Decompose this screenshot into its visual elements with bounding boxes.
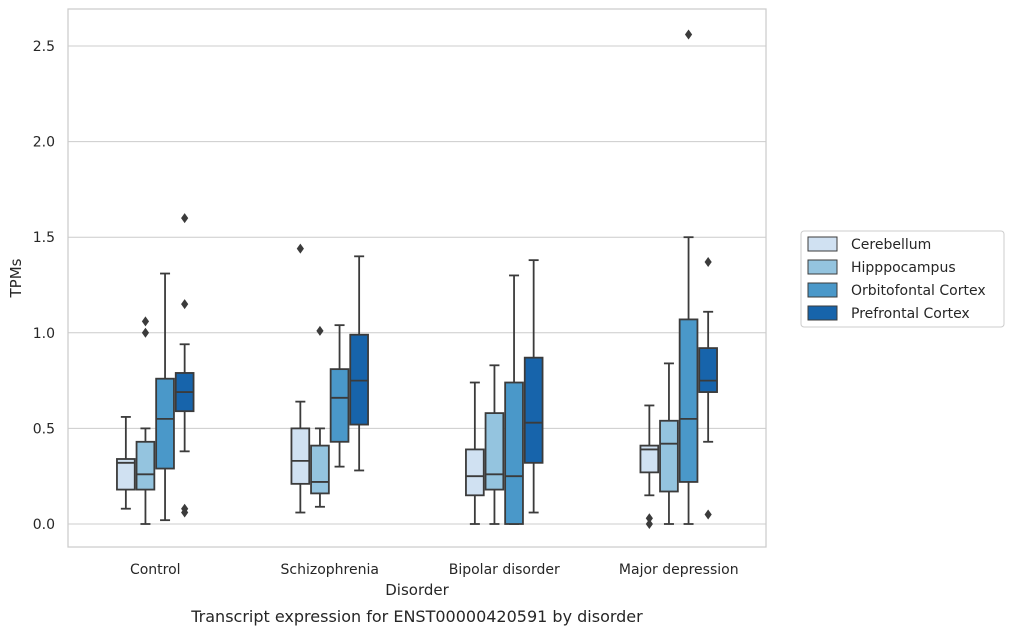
x-axis-label: Disorder (385, 581, 449, 599)
box-hipppocampus (135, 316, 156, 525)
legend: Cerebellum Hipppocampus Orbitofontal Corte… (800, 230, 1005, 328)
box-iqr (523, 356, 544, 464)
box-cerebellum (639, 404, 660, 529)
box-iqr (135, 440, 156, 491)
box-iqr (349, 333, 369, 426)
box-groups (116, 29, 718, 529)
legend-swatch (807, 236, 838, 252)
y-tick-label: 2.0 (33, 135, 55, 151)
outlier-point (141, 316, 150, 327)
box-cerebellum (290, 243, 311, 514)
legend-label: Cerebellum (851, 237, 931, 253)
outlier-point (704, 257, 712, 268)
outlier-point (181, 213, 189, 224)
box-hipppocampus (484, 364, 505, 525)
box-iqr (116, 458, 136, 491)
x-tick-label: Major depression (619, 562, 739, 578)
outlier-point (645, 519, 653, 529)
box-prefrontal-cortex (523, 259, 544, 514)
box-iqr (659, 419, 679, 493)
box-prefrontal-cortex (174, 213, 195, 518)
y-tick-label: 1.5 (33, 230, 55, 246)
box-orbitofontal-cortex (504, 274, 524, 525)
legend-swatch (807, 282, 838, 298)
box-orbitofontal-cortex (329, 324, 350, 468)
outlier-point (181, 299, 189, 310)
legend-label: Orbitofontal Cortex (851, 283, 986, 299)
legend-swatch (807, 305, 838, 321)
outlier-point (141, 327, 150, 338)
box-orbitofontal-cortex (155, 272, 175, 522)
box-hipppocampus (310, 325, 330, 508)
box-hipppocampus (659, 362, 679, 525)
x-tick-label: Bipolar disorder (449, 562, 560, 578)
box-orbitofontal-cortex (678, 29, 699, 525)
box-prefrontal-cortex (349, 255, 369, 472)
box-iqr (484, 412, 505, 491)
outlier-point (316, 325, 324, 336)
box-cerebellum (116, 416, 136, 510)
legend-frame (800, 230, 1005, 328)
y-axis-label: TPMs (7, 258, 25, 298)
plot-frame (67, 8, 767, 548)
x-tick-label: Control (130, 562, 181, 578)
y-tick-label: 0.5 (33, 421, 55, 437)
legend-swatch (807, 259, 838, 275)
box-iqr (698, 347, 718, 393)
box-iqr (504, 381, 524, 525)
outlier-point (645, 513, 653, 524)
box-prefrontal-cortex (698, 257, 718, 520)
x-axis-ticks: Control Schizophrenia Bipolar disorder Majo… (130, 562, 739, 578)
outlier-point (296, 243, 304, 254)
box-iqr (465, 448, 485, 497)
box-iqr (329, 368, 350, 443)
outlier-point (181, 503, 189, 514)
box-cerebellum (465, 381, 485, 525)
box-iqr (155, 377, 175, 470)
box-iqr (310, 444, 330, 495)
x-tick-label: Schizophrenia (281, 562, 379, 578)
outlier-point (704, 509, 712, 520)
chart-title: Transcript expression for ENST0000042059… (190, 607, 643, 626)
y-tick-label: 1.0 (33, 326, 55, 342)
box-iqr (290, 427, 311, 485)
y-axis-ticks: 0.0 0.5 1.0 1.5 2.0 2.5 (33, 39, 55, 533)
y-tick-label: 0.0 (33, 517, 55, 533)
legend-label: Hipppocampus (851, 260, 956, 276)
box-iqr (678, 318, 699, 483)
box-iqr (639, 444, 660, 474)
legend-label: Prefrontal Cortex (851, 306, 970, 322)
outlier-point (684, 29, 693, 40)
y-tick-label: 2.5 (33, 39, 55, 55)
